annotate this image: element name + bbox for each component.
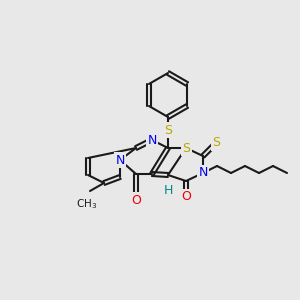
Text: CH$_3$: CH$_3$ <box>76 197 98 211</box>
Text: O: O <box>181 190 191 203</box>
Text: O: O <box>131 194 141 206</box>
Text: N: N <box>147 134 157 146</box>
Text: S: S <box>182 142 190 154</box>
Text: N: N <box>198 167 208 179</box>
Text: N: N <box>115 154 125 166</box>
Text: S: S <box>212 136 220 149</box>
Text: H: H <box>163 184 173 196</box>
Text: S: S <box>164 124 172 136</box>
